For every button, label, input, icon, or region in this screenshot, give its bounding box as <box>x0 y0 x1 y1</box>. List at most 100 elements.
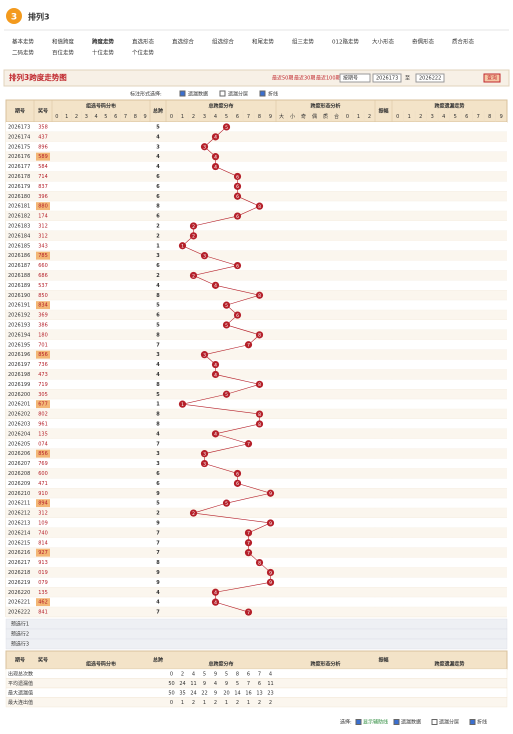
span-ball-label: 5 <box>225 392 228 398</box>
nav-link[interactable]: 个位走势 <box>132 49 155 57</box>
stat-value: 9 <box>214 671 217 677</box>
nav-link[interactable]: 直选形态 <box>132 38 155 46</box>
stat-value: 35 <box>179 690 185 696</box>
prize-number: 894 <box>38 501 48 507</box>
issue: 2026217 <box>8 560 30 566</box>
span-value: 5 <box>156 303 160 309</box>
nav-link[interactable]: 012路走势 <box>332 38 359 46</box>
span-ball <box>200 252 209 260</box>
issue: 2026196 <box>8 352 30 358</box>
row-bg <box>6 478 507 489</box>
stat-row <box>5 678 508 689</box>
nav-link[interactable]: 和值跨度 <box>52 38 75 46</box>
span-ball-label: 6 <box>236 184 239 190</box>
input[interactable] <box>372 73 402 83</box>
nav-link[interactable]: 十位走势 <box>92 49 115 57</box>
issue: 2026182 <box>8 214 30 220</box>
span-ball-label: 2 <box>192 224 195 230</box>
nav-link[interactable]: 大小形态 <box>372 38 395 46</box>
checkbox[interactable] <box>355 719 362 725</box>
stat-value: 9 <box>225 681 228 687</box>
span-ball <box>222 321 231 329</box>
issue: 2026185 <box>8 243 30 249</box>
span-value: 8 <box>156 560 160 566</box>
nav-link[interactable]: 直选综合 <box>172 38 195 46</box>
row-bg <box>6 518 507 528</box>
checkbox[interactable] <box>393 719 400 725</box>
nav-link[interactable]: 和尾走势 <box>252 38 275 46</box>
checkbox[interactable] <box>469 719 476 725</box>
span-ball-label: 2 <box>192 234 195 240</box>
span-ball <box>255 331 264 339</box>
nav-link[interactable]: 跨度走势 <box>92 38 115 46</box>
column-header: 跨度形态分析 <box>310 103 340 110</box>
recent-link[interactable]: 最近50期 <box>272 75 293 82</box>
option-text: 遗漏分层 <box>228 91 248 98</box>
checkbox[interactable] <box>431 719 438 725</box>
nav-link[interactable]: 奇偶形态 <box>412 38 435 46</box>
prize-number: 910 <box>38 491 48 497</box>
checkbox[interactable] <box>179 90 186 97</box>
span-ball-label: 7 <box>247 610 250 616</box>
span-ball <box>189 509 198 517</box>
sub-header: 6 <box>465 114 468 120</box>
issue: 2026198 <box>8 372 30 378</box>
nav-link[interactable]: 组选综合 <box>212 38 235 46</box>
nav-link[interactable]: 二码走势 <box>12 49 35 57</box>
span-ball <box>233 212 242 220</box>
button-text: 查询 <box>487 75 497 82</box>
select-text: 按期号 <box>343 75 358 82</box>
prize-number: 386 <box>38 322 48 328</box>
sub-header: 7 <box>247 114 250 120</box>
prize-number: 174 <box>38 214 48 220</box>
stat-value: 11 <box>190 681 196 687</box>
sub-header: 奇 <box>301 113 306 120</box>
input[interactable] <box>415 73 445 83</box>
span-ball-label: 4 <box>214 590 217 596</box>
checkbox[interactable] <box>219 90 226 97</box>
row-bg <box>6 161 507 172</box>
row-bg <box>6 498 507 509</box>
span-ball <box>178 400 187 408</box>
nav-link[interactable]: 基本走势 <box>12 38 35 46</box>
row-bg <box>6 131 507 142</box>
span-value: 1 <box>156 402 160 408</box>
pre-row <box>5 618 508 630</box>
span-ball-label: 3 <box>203 145 206 151</box>
span-ball-label: 4 <box>214 283 217 289</box>
stat-label: 最大连出值 <box>8 699 33 706</box>
stat-label: 出现总次数 <box>8 670 33 677</box>
row-bg <box>6 488 507 499</box>
nav-link[interactable]: 质合形态 <box>452 38 475 46</box>
prize-number: 677 <box>38 402 48 408</box>
stat-value: 2 <box>181 671 184 677</box>
prize-number: 589 <box>38 154 48 160</box>
prize-number: 686 <box>38 273 48 279</box>
prize-number: 369 <box>38 313 48 319</box>
checkbox[interactable] <box>259 90 266 97</box>
span-value: 9 <box>156 570 160 576</box>
prize-number: 135 <box>38 590 48 596</box>
row-bg <box>6 508 507 518</box>
nav-link[interactable]: 百位走势 <box>52 49 75 57</box>
issue: 2026203 <box>8 421 30 427</box>
row-bg <box>6 300 507 311</box>
select[interactable] <box>339 73 371 83</box>
span-ball <box>244 549 253 557</box>
recent-link[interactable]: 最近30期 <box>294 75 315 82</box>
nav-link[interactable]: 组三走势 <box>292 38 315 46</box>
span-ball-label: 4 <box>214 600 217 606</box>
issue: 2026192 <box>8 313 30 319</box>
span-ball <box>255 410 264 418</box>
span-ball <box>233 192 242 200</box>
row-bg <box>6 458 507 469</box>
row-bg <box>6 270 507 281</box>
prize-number: 180 <box>38 332 48 338</box>
button[interactable] <box>483 73 501 83</box>
footer-option: 折线 <box>477 719 487 726</box>
span-ball <box>222 499 231 507</box>
prize-number: 600 <box>38 471 48 477</box>
span-ball <box>244 341 253 349</box>
span-ball-label: 1 <box>181 402 184 408</box>
recent-link[interactable]: 最近100期 <box>316 75 341 82</box>
